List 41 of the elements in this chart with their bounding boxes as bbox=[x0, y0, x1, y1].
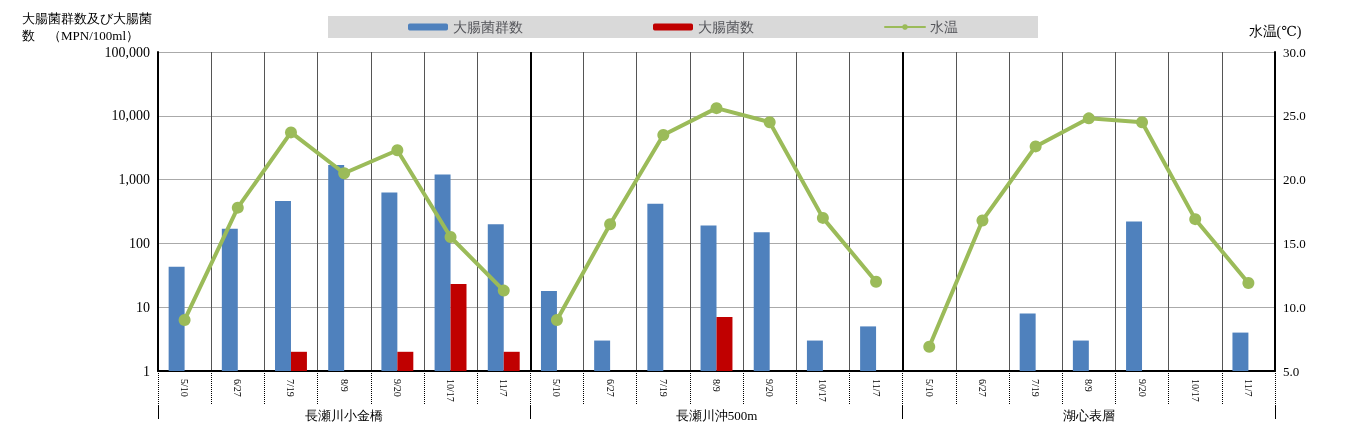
y2-tick-label: 5.0 bbox=[1283, 363, 1300, 379]
text: 長瀬川小金橋 bbox=[305, 408, 384, 423]
x-tick-label: 10/17 bbox=[1189, 379, 1201, 402]
x-tick-label: 6/27 bbox=[232, 379, 244, 397]
y2-axis-title: 水温(℃) bbox=[1248, 23, 1302, 40]
y-tick-label: 100,000 bbox=[104, 44, 150, 60]
x-tick-label: 10/17 bbox=[817, 379, 829, 402]
y2-tick-label: 30.0 bbox=[1283, 44, 1306, 60]
x-tick-label: 9/20 bbox=[391, 379, 403, 397]
y-tick-label: 10 bbox=[136, 299, 150, 315]
x-tick-label: 11/7 bbox=[1242, 379, 1254, 397]
x-tick-label: 7/19 bbox=[285, 379, 297, 397]
x-tick-label: 9/20 bbox=[1136, 379, 1148, 397]
y2-tick-label: 15.0 bbox=[1283, 235, 1306, 251]
x-tick-label: 5/10 bbox=[923, 379, 935, 397]
y2-tick-label: 25.0 bbox=[1283, 108, 1306, 124]
y-tick-label: 100 bbox=[129, 235, 150, 251]
y-tick-label: 1 bbox=[143, 363, 150, 379]
text: 湖心表層 bbox=[1062, 408, 1115, 423]
x-tick-label: 8/9 bbox=[338, 379, 350, 392]
y2-tick-label: 20.0 bbox=[1283, 172, 1306, 188]
text: 長瀬川沖500m bbox=[675, 408, 758, 423]
legend-label: 大腸菌数 bbox=[698, 19, 754, 35]
x-tick-label: 10/17 bbox=[445, 379, 457, 402]
x-tick-label: 8/9 bbox=[1083, 379, 1095, 392]
x-tick-label: 11/7 bbox=[870, 379, 882, 397]
x-tick-label: 7/19 bbox=[1030, 379, 1042, 397]
y-tick-label: 10,000 bbox=[111, 108, 150, 124]
x-tick-label: 8/9 bbox=[711, 379, 722, 392]
y-tick-label: 1,000 bbox=[118, 172, 150, 188]
x-tick-label: 11/7 bbox=[498, 379, 510, 397]
x-tick-label: 7/19 bbox=[657, 379, 669, 397]
y-axis-title: 大腸菌群数及び大腸菌数 （MPN/100ml） bbox=[22, 11, 152, 43]
legend-label: 水温 bbox=[930, 19, 958, 35]
x-tick-label: 5/10 bbox=[179, 379, 191, 397]
x-tick-label: 6/27 bbox=[604, 379, 616, 397]
x-tick-label: 6/27 bbox=[976, 379, 988, 397]
x-tick-label: 9/20 bbox=[764, 379, 776, 397]
y2-tick-label: 10.0 bbox=[1283, 299, 1306, 315]
legend-label: 大腸菌群数 bbox=[453, 19, 523, 35]
x-tick-label: 5/10 bbox=[551, 379, 563, 397]
